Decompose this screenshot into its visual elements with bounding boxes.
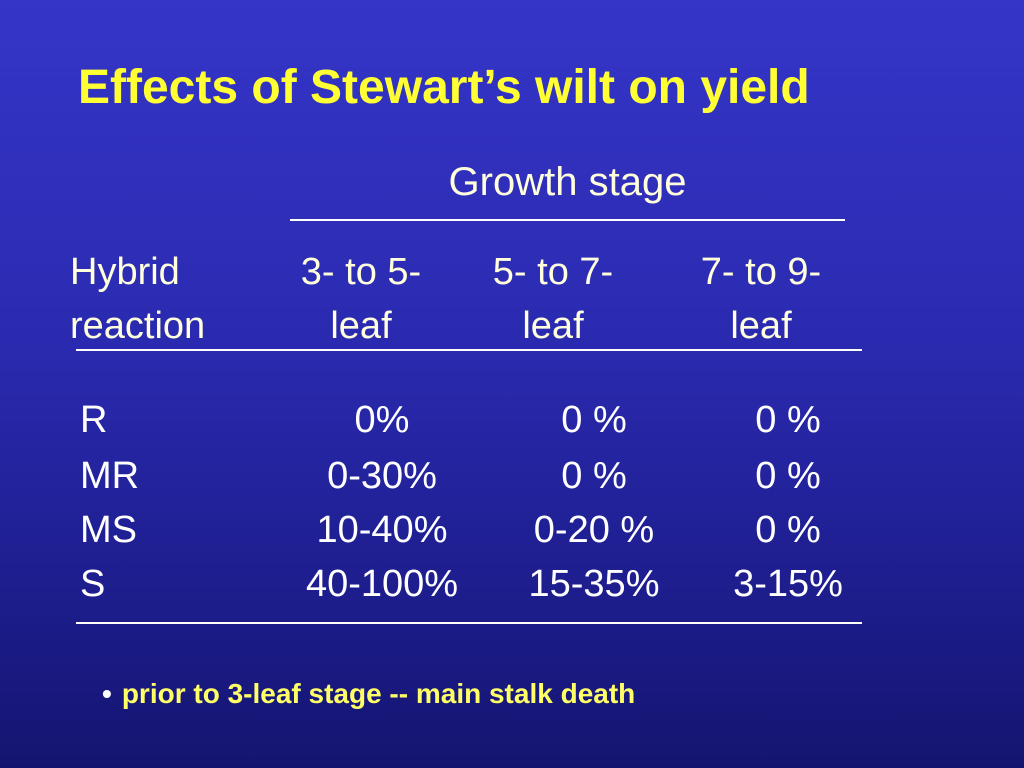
cell-5-to-7-leaf: 0 % bbox=[561, 455, 627, 497]
cell-5-to-7-leaf: 15-35% bbox=[528, 563, 660, 605]
column-header-line1: 3- to 5- bbox=[300, 251, 422, 293]
table-bottom-rule bbox=[76, 622, 862, 624]
column-header-3-to-5-leaf: 3- to 5- leaf bbox=[276, 245, 446, 353]
cell-7-to-9-leaf: 3-15% bbox=[733, 563, 843, 605]
cell-7-to-9-leaf: 0 % bbox=[755, 399, 821, 441]
cell-7-to-9-leaf: 0 % bbox=[755, 455, 821, 497]
cell-5-to-7-leaf: 0-20 % bbox=[533, 509, 655, 551]
cell-5-to-7-leaf: 0 % bbox=[561, 399, 627, 441]
column-header-line2: leaf bbox=[522, 305, 584, 347]
cell-reaction: S bbox=[80, 563, 106, 605]
cell-3-to-5-leaf: 10-40% bbox=[316, 509, 448, 551]
cell-3-to-5-leaf: 40-100% bbox=[305, 563, 459, 605]
column-header-line1: 7- to 9- bbox=[700, 251, 822, 293]
table-row: R 0% 0 % 0 % bbox=[0, 392, 1024, 448]
column-header-line1: Hybrid bbox=[70, 251, 180, 293]
column-header-line1: 5- to 7- bbox=[492, 251, 614, 293]
slide-title: Effects of Stewart’s wilt on yield bbox=[78, 61, 810, 114]
table-row: S 40-100% 15-35% 3-15% bbox=[0, 556, 1024, 612]
cell-reaction: MS bbox=[80, 509, 137, 551]
growth-stage-header: Growth stage bbox=[448, 160, 687, 204]
cell-reaction: R bbox=[80, 399, 108, 441]
table-row: MR 0-30% 0 % 0 % bbox=[0, 448, 1024, 504]
cell-7-to-9-leaf: 0 % bbox=[755, 509, 821, 551]
cell-reaction: MR bbox=[80, 455, 140, 497]
header-rule bbox=[76, 349, 862, 351]
cell-3-to-5-leaf: 0% bbox=[354, 399, 410, 441]
bullet-icon: • bbox=[102, 678, 112, 709]
column-header-5-to-7-leaf: 5- to 7- leaf bbox=[468, 245, 638, 353]
column-header-line2: leaf bbox=[330, 305, 392, 347]
column-header-7-to-9-leaf: 7- to 9- leaf bbox=[676, 245, 846, 353]
footnote-bullet-item: • prior to 3-leaf stage -- main stalk dea… bbox=[102, 678, 635, 710]
column-header-line2: leaf bbox=[730, 305, 792, 347]
footnote-text: prior to 3-leaf stage -- main stalk deat… bbox=[121, 678, 636, 709]
growth-stage-rule bbox=[290, 219, 845, 221]
column-header-hybrid-reaction: Hybrid reaction bbox=[70, 245, 205, 353]
table-row: MS 10-40% 0-20 % 0 % bbox=[0, 502, 1024, 558]
column-header-line2: reaction bbox=[70, 305, 206, 347]
cell-3-to-5-leaf: 0-30% bbox=[327, 455, 437, 497]
